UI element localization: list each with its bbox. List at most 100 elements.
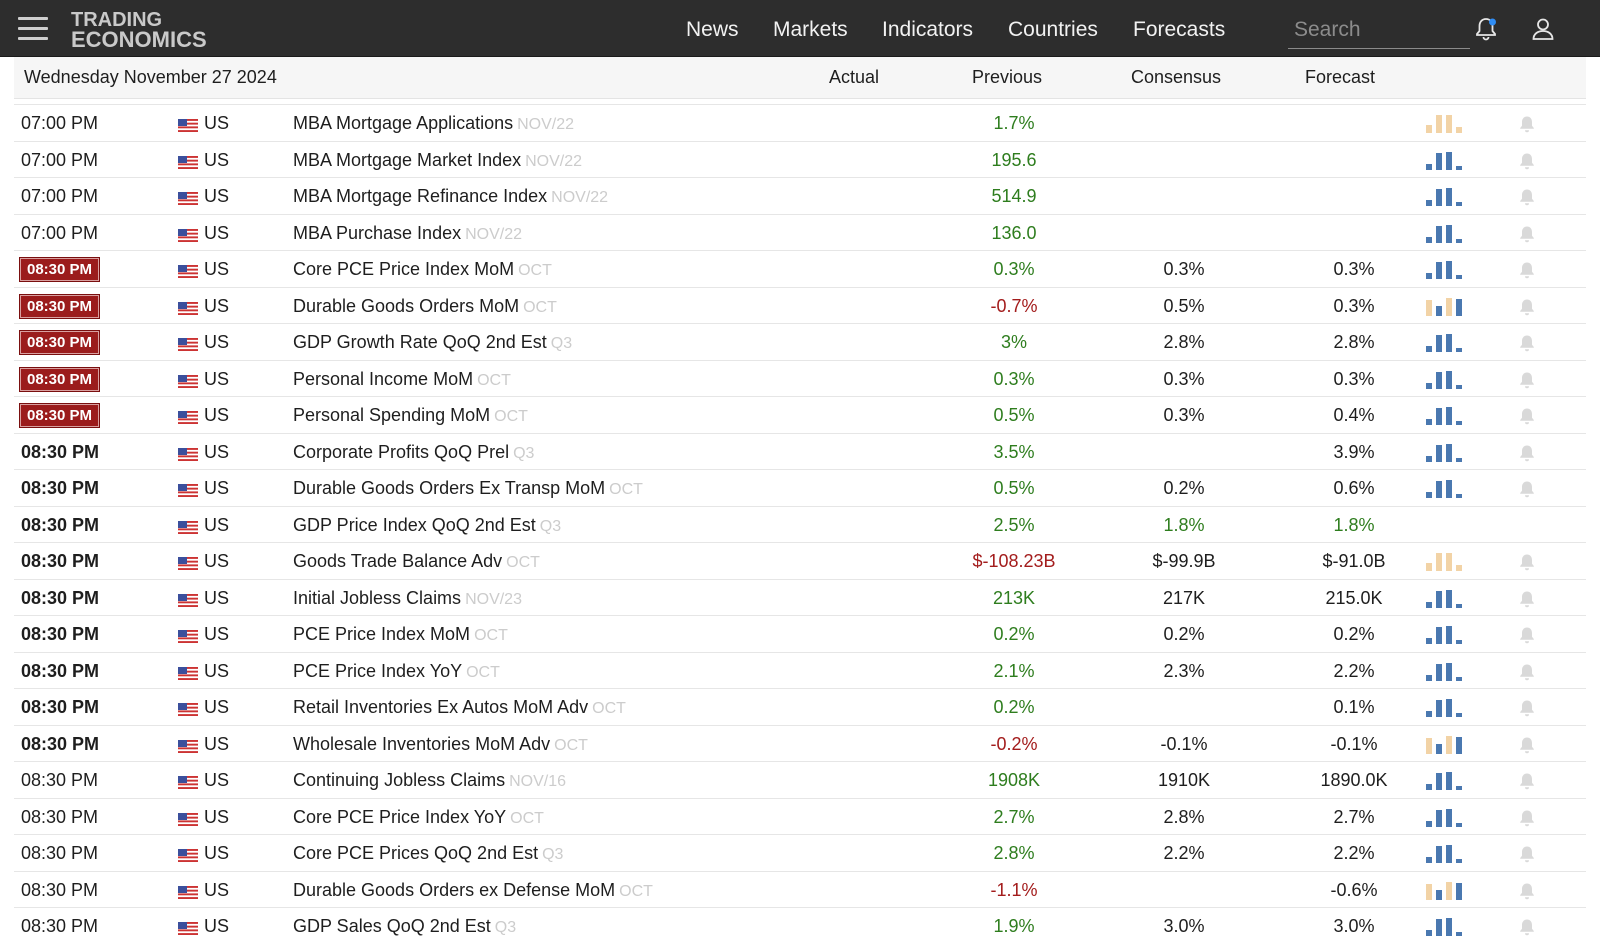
event-name-link[interactable]: PCE Price Index MoM OCT (293, 624, 508, 645)
table-row[interactable]: 08:30 PM US Initial Jobless Claims NOV/23 21… (14, 578, 1586, 617)
alert-bell-icon[interactable] (1517, 698, 1537, 718)
table-row[interactable]: 07:00 PM US MBA Mortgage Applications NOV/2… (14, 104, 1586, 142)
event-name-link[interactable]: Personal Income MoM OCT (293, 369, 511, 390)
alert-bell-icon[interactable] (1517, 443, 1537, 463)
table-row[interactable]: 08:30 PM US PCE Price Index YoY OCT 2.1% 2.3%… (14, 651, 1586, 690)
sparkline-chart-icon[interactable] (1426, 807, 1466, 829)
sparkline-chart-icon[interactable] (1426, 442, 1466, 464)
event-name-link[interactable]: Core PCE Prices QoQ 2nd Est Q3 (293, 843, 563, 864)
table-row[interactable]: 08:30 PM US Core PCE Price Index YoY OCT 2.7… (14, 797, 1586, 836)
sparkline-chart-icon[interactable] (1426, 916, 1466, 938)
table-row[interactable]: 08:30 PM US Retail Inventories Ex Autos Mo… (14, 688, 1586, 726)
table-row[interactable]: 08:30 PM US Continuing Jobless Claims NOV/1… (14, 761, 1586, 799)
sparkline-chart-icon[interactable] (1426, 478, 1466, 500)
alert-bell-icon[interactable] (1517, 370, 1537, 390)
sparkline-chart-icon[interactable] (1426, 697, 1466, 719)
alert-bell-icon[interactable] (1517, 406, 1537, 426)
menu-icon[interactable] (18, 17, 48, 41)
table-row[interactable]: 08:30 PM US Wholesale Inventories MoM Adv O… (14, 724, 1586, 763)
alert-bell-icon[interactable] (1517, 151, 1537, 171)
table-row[interactable]: 08:30 PM US Personal Spending MoM OCT 0.5% 0.… (14, 396, 1586, 434)
sparkline-chart-icon[interactable] (1426, 770, 1466, 792)
sparkline-chart-icon[interactable] (1426, 661, 1466, 683)
sparkline-chart-icon[interactable] (1426, 551, 1466, 573)
event-name-link[interactable]: Durable Goods Orders MoM OCT (293, 296, 557, 317)
alert-bell-icon[interactable] (1517, 808, 1537, 828)
event-name-link[interactable]: GDP Price Index QoQ 2nd Est Q3 (293, 515, 561, 536)
table-row[interactable]: 08:30 PM US Durable Goods Orders MoM OCT -0.… (14, 286, 1586, 325)
table-row[interactable]: 08:30 PM US Core PCE Prices QoQ 2nd Est Q3 2… (14, 834, 1586, 872)
alert-bell-icon[interactable] (1517, 625, 1537, 645)
alert-bell-icon[interactable] (1517, 224, 1537, 244)
alert-bell-icon[interactable] (1517, 260, 1537, 280)
table-row[interactable]: 07:00 PM US MBA Mortgage Refinance Index NO… (14, 177, 1586, 215)
table-row[interactable]: 08:30 PM US GDP Growth Rate QoQ 2nd Est Q3 3… (14, 323, 1586, 361)
sparkline-chart-icon[interactable] (1426, 186, 1466, 208)
table-row[interactable]: 08:30 PM US Corporate Profits QoQ Prel Q3 3.… (14, 432, 1586, 471)
alert-bell-icon[interactable] (1517, 881, 1537, 901)
event-name-link[interactable]: Core PCE Price Index MoM OCT (293, 259, 552, 280)
nav-countries[interactable]: Countries (1008, 18, 1098, 41)
sparkline-chart-icon[interactable] (1426, 624, 1466, 646)
alert-bell-icon[interactable] (1517, 844, 1537, 864)
sparkline-chart-icon[interactable] (1426, 734, 1466, 756)
nav-markets[interactable]: Markets (773, 18, 848, 41)
event-name-link[interactable]: Core PCE Price Index YoY OCT (293, 807, 544, 828)
table-row[interactable]: 08:30 PM US Durable Goods Orders ex Defens… (14, 870, 1586, 909)
alert-bell-icon[interactable] (1517, 589, 1537, 609)
sparkline-chart-icon[interactable] (1426, 259, 1466, 281)
sparkline-chart-icon[interactable] (1426, 405, 1466, 427)
event-name-link[interactable]: Durable Goods Orders Ex Transp MoM OCT (293, 478, 643, 499)
event-name-link[interactable]: MBA Mortgage Market Index NOV/22 (293, 150, 582, 171)
event-name-link[interactable]: Corporate Profits QoQ Prel Q3 (293, 442, 534, 463)
table-row[interactable]: 08:30 PM US GDP Sales QoQ 2nd Est Q3 1.9% 3.0… (14, 907, 1586, 945)
alert-bell-icon[interactable] (1517, 735, 1537, 755)
event-name-link[interactable]: Goods Trade Balance Adv OCT (293, 551, 540, 572)
event-name-link[interactable]: GDP Growth Rate QoQ 2nd Est Q3 (293, 332, 572, 353)
table-row[interactable]: 08:30 PM US GDP Price Index QoQ 2nd Est Q3 2… (14, 505, 1586, 544)
event-name-link[interactable]: Wholesale Inventories MoM Adv OCT (293, 734, 588, 755)
alert-bell-icon[interactable] (1517, 114, 1537, 134)
alert-bell-icon[interactable] (1517, 662, 1537, 682)
table-row[interactable]: 07:00 PM US MBA Purchase Index NOV/22 136.0 (14, 213, 1586, 252)
table-row[interactable]: 08:30 PM US Personal Income MoM OCT 0.3% 0.3%… (14, 359, 1586, 398)
nav-indicators[interactable]: Indicators (882, 18, 974, 41)
event-name-link[interactable]: MBA Mortgage Applications NOV/22 (293, 113, 574, 134)
sparkline-chart-icon[interactable] (1426, 369, 1466, 391)
nav-forecasts[interactable]: Forecasts (1133, 18, 1226, 41)
table-row[interactable]: 08:30 PM US PCE Price Index MoM OCT 0.2% 0.2%… (14, 615, 1586, 653)
nav-news[interactable]: News (686, 18, 739, 41)
sparkline-chart-icon[interactable] (1426, 296, 1466, 318)
alert-bell-icon[interactable] (1517, 552, 1537, 572)
event-name-link[interactable]: GDP Sales QoQ 2nd Est Q3 (293, 916, 516, 937)
sparkline-chart-icon[interactable] (1426, 223, 1466, 245)
event-name-link[interactable]: Retail Inventories Ex Autos MoM Adv OCT (293, 697, 626, 718)
sparkline-chart-icon[interactable] (1426, 843, 1466, 865)
alert-bell-icon[interactable] (1517, 297, 1537, 317)
table-row[interactable]: 08:30 PM US Core PCE Price Index MoM OCT 0.3… (14, 250, 1586, 288)
event-name-link[interactable]: MBA Purchase Index NOV/22 (293, 223, 522, 244)
event-name-link[interactable]: MBA Mortgage Refinance Index NOV/22 (293, 186, 608, 207)
alert-bell-icon[interactable] (1517, 771, 1537, 791)
alert-bell-icon[interactable] (1517, 479, 1537, 499)
alert-bell-icon[interactable] (1517, 917, 1537, 937)
event-name-link[interactable]: Continuing Jobless Claims NOV/16 (293, 770, 566, 791)
table-row[interactable]: 08:30 PM US Durable Goods Orders Ex Transp… (14, 469, 1586, 507)
user-icon[interactable] (1530, 16, 1556, 42)
event-name-link[interactable]: Personal Spending MoM OCT (293, 405, 528, 426)
event-name-link[interactable]: PCE Price Index YoY OCT (293, 661, 500, 682)
table-row[interactable]: 07:00 PM US MBA Mortgage Market Index NOV/2… (14, 140, 1586, 179)
sparkline-chart-icon[interactable] (1426, 150, 1466, 172)
notification-bell-icon[interactable] (1473, 16, 1499, 42)
sparkline-chart-icon[interactable] (1426, 588, 1466, 610)
event-name-link[interactable]: Initial Jobless Claims NOV/23 (293, 588, 522, 609)
sparkline-chart-icon[interactable] (1426, 113, 1466, 135)
event-name-link[interactable]: Durable Goods Orders ex Defense MoM OCT (293, 880, 653, 901)
table-row[interactable]: 08:30 PM US Goods Trade Balance Adv OCT $-10… (14, 542, 1586, 580)
alert-bell-icon[interactable] (1517, 187, 1537, 207)
alert-bell-icon[interactable] (1517, 333, 1537, 353)
logo[interactable]: TRADING ECONOMICS (71, 10, 207, 51)
sparkline-chart-icon[interactable] (1426, 880, 1466, 902)
sparkline-chart-icon[interactable] (1426, 332, 1466, 354)
search-input[interactable] (1288, 12, 1475, 48)
